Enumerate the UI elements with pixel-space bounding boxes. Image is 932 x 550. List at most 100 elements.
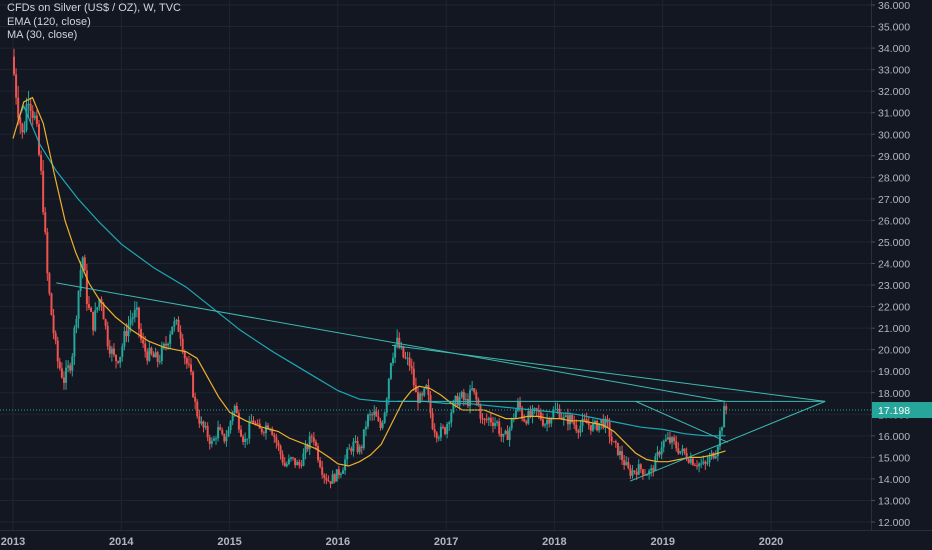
candle-body	[446, 424, 449, 434]
candle-body	[435, 432, 438, 439]
candle-body	[246, 438, 249, 440]
candle-body	[73, 327, 76, 357]
candle-body	[406, 357, 409, 359]
candle-body	[441, 426, 444, 428]
candle-body	[239, 429, 242, 437]
candle-body	[77, 291, 80, 319]
candle-body	[133, 309, 136, 318]
legend-symbol[interactable]: CFDs on Silver (US$ / OZ), W, TVC	[7, 2, 181, 14]
candle-body	[296, 462, 299, 466]
trendline[interactable]	[391, 344, 826, 402]
legend-ema[interactable]: EMA (120, close)	[7, 15, 91, 28]
candle-body	[668, 437, 671, 443]
candle-body	[498, 421, 501, 434]
price-tick-label: 12.000	[878, 517, 910, 529]
candle-body	[117, 361, 120, 363]
candle-body	[289, 457, 292, 459]
candle-body	[614, 441, 617, 443]
price-axis[interactable]: 12.00013.00014.00015.00016.00017.00018.0…	[871, 0, 910, 529]
candle-body	[102, 303, 105, 320]
candle-body	[267, 425, 270, 430]
price-tick-label: 15.000	[878, 452, 910, 464]
trendline[interactable]	[630, 400, 826, 482]
candle-body	[250, 420, 253, 422]
candle-body	[65, 367, 68, 383]
candle-body	[202, 421, 205, 428]
candle-body	[660, 447, 663, 455]
candle-body	[419, 393, 422, 403]
candle-body	[358, 446, 361, 453]
price-tick-label: 16.000	[878, 431, 910, 443]
candle-body	[367, 414, 370, 427]
candle-body	[631, 470, 634, 476]
candle-body	[92, 311, 95, 331]
candle-body	[317, 446, 320, 461]
candle-body	[271, 428, 274, 435]
candle-body	[262, 432, 265, 434]
candle-body	[146, 351, 149, 361]
candle-body	[623, 460, 626, 466]
candle-body	[544, 424, 547, 426]
candle-body	[546, 419, 549, 425]
candle-body	[48, 273, 51, 294]
candle-body	[179, 331, 182, 339]
candle-body	[40, 154, 43, 171]
candle-body	[67, 365, 70, 368]
price-tick-label: 22.000	[878, 302, 910, 314]
candle-body	[306, 445, 309, 450]
candle-body	[587, 423, 590, 425]
legend-ma[interactable]: MA (30, close)	[7, 29, 78, 41]
candle-body	[356, 441, 359, 453]
candle-body	[466, 399, 469, 406]
candle-body	[531, 408, 534, 417]
candle-body	[94, 310, 97, 331]
candle-body	[85, 270, 88, 305]
candle-body	[504, 430, 507, 434]
candle-body	[210, 440, 213, 444]
candle-body	[108, 346, 111, 354]
candle-body	[298, 462, 301, 466]
candle-body	[352, 441, 355, 452]
candle-body	[527, 410, 530, 424]
candle-body	[190, 364, 193, 372]
candle-body	[104, 319, 107, 326]
candle-body	[477, 399, 480, 406]
candle-body	[342, 470, 345, 474]
candle-body	[452, 401, 455, 413]
price-tick-label: 31.000	[878, 108, 910, 120]
candle-body	[464, 399, 467, 401]
candle-body	[75, 318, 78, 328]
candle-body	[641, 469, 644, 475]
candle-body	[52, 315, 55, 334]
candle-body	[581, 419, 584, 426]
candle-body	[144, 343, 147, 352]
trendline[interactable]	[56, 282, 726, 402]
candle-body	[456, 395, 459, 406]
candle-body	[42, 170, 45, 213]
candle-body	[175, 319, 178, 322]
time-tick-label: 2014	[109, 536, 134, 548]
candle-body	[62, 377, 65, 383]
time-tick-label: 2016	[326, 536, 350, 548]
candle-body	[583, 419, 586, 421]
candle-body	[460, 391, 463, 398]
time-axis[interactable]: 2013 2014 2015 2016 2017 2018 2019 2020	[1, 536, 783, 548]
candle-body	[633, 470, 636, 472]
price-tick-label: 14.000	[878, 474, 910, 486]
price-tick-label: 33.000	[878, 65, 910, 77]
candle-body	[535, 408, 538, 411]
candle-body	[706, 462, 709, 464]
candle-body	[54, 333, 57, 341]
candle-body	[525, 421, 528, 424]
candle-body	[335, 469, 338, 482]
candle-body	[637, 464, 640, 475]
candle-body	[283, 462, 286, 467]
candle-body	[596, 421, 599, 431]
candle-body	[473, 388, 476, 393]
candle-body	[233, 405, 236, 413]
trendline[interactable]	[635, 400, 728, 443]
candle-body	[273, 434, 276, 438]
candle-body	[329, 481, 332, 484]
candle-body	[683, 448, 686, 454]
